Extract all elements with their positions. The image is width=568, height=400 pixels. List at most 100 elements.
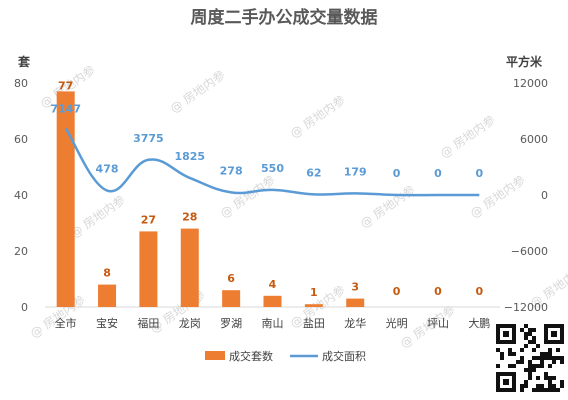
qr-module [548,348,552,352]
qr-module [512,352,516,356]
bar-labels: 77 8 27 28 6 4 1 3 0 0 0 [58,79,483,299]
left-axis-unit: 套 [17,54,31,69]
left-tick-label: 40 [14,189,28,202]
bar-value-label: 6 [227,272,235,285]
bar [56,91,75,308]
line-value-label: 179 [344,165,367,178]
qr-module [560,356,564,360]
left-tick-label: 20 [14,245,28,258]
qr-module [548,364,552,368]
qr-module [532,364,536,368]
qr-module [532,328,536,332]
qr-module [520,328,524,332]
qr-module [532,388,536,392]
qr-finder-dot [551,331,557,337]
qr-module [552,376,556,380]
qr-module [536,344,540,348]
qr-module [532,356,536,360]
watermark-text: @ 房地内参 [217,172,278,221]
qr-module [552,384,556,388]
line-value-label: 0 [393,167,401,180]
bar [346,298,365,307]
bar-value-label: 1 [310,286,318,299]
legend: 成交套数 成交面积 [205,349,366,363]
qr-module [528,368,532,372]
bars [56,91,365,308]
qr-module [496,348,500,352]
qr-module [540,360,544,364]
qr-module [560,384,564,388]
qr-module [544,356,548,360]
qr-module [536,376,540,380]
line-value-label: 550 [261,162,284,175]
qr-module [524,344,528,348]
qr-module [556,388,560,392]
line-value-label: 1825 [174,150,205,163]
qr-module [524,324,528,328]
qr-module [548,380,552,384]
qr-module [524,384,528,388]
chart-title: 周度二手办公成交量数据 [191,7,378,28]
line-value-label: 0 [475,167,483,180]
category-label: 龙华 [344,316,366,330]
qr-module [524,332,528,336]
qr-module [544,388,548,392]
right-tick-label: −6000 [511,245,548,258]
qr-module [524,380,528,384]
qr-module [540,364,544,368]
qr-module [548,352,552,356]
right-tick-label: 6000 [520,133,548,146]
watermark-text: @ 房地内参 [437,112,498,161]
left-axis-ticks: 0 20 40 60 80 [14,77,28,314]
left-tick-label: 60 [14,133,28,146]
qr-module [548,356,552,360]
bar [304,304,323,307]
qr-module [500,352,504,356]
bar-value-label: 0 [434,285,442,298]
qr-module [520,384,524,388]
bar [263,295,282,307]
qr-module [540,356,544,360]
qr-module [496,364,500,368]
qr-module [552,360,556,364]
line-value-label: 7147 [50,102,81,115]
qr-module [528,340,532,344]
bar-value-label: 28 [182,211,197,224]
bar [98,284,117,307]
category-label: 全市 [55,316,77,330]
qr-module [544,376,548,380]
bar-value-label: 27 [141,213,156,226]
qr-module [560,360,564,364]
qr-module [536,388,540,392]
category-label: 南山 [262,317,284,330]
qr-module [508,352,512,356]
watermark-text: @ 房地内参 [67,192,128,241]
qr-module [528,372,532,376]
qr-module [520,388,524,392]
bar-value-label: 77 [58,79,73,92]
watermark-text: @ 房地内参 [357,182,418,231]
qr-module [528,328,532,332]
qr-module [532,348,536,352]
category-label: 龙岗 [179,317,201,330]
area-line [64,127,480,197]
qr-module [516,360,520,364]
category-label: 福田 [137,316,159,330]
line-value-label: 3775 [133,132,164,145]
right-tick-label: −12000 [504,301,548,314]
right-tick-label: 12000 [513,77,548,90]
qr-module [548,388,552,392]
qr-module [532,368,536,372]
bar-value-label: 0 [475,285,483,298]
bar-value-label: 3 [351,281,359,294]
right-axis-ticks: −12000 −6000 0 6000 12000 [504,77,548,314]
qr-module [544,372,548,376]
bar [222,290,241,307]
qr-module [532,340,536,344]
qr-module [560,380,564,384]
qr-module [508,348,512,352]
line-labels: 7147 478 3775 1825 278 550 62 179 0 0 0 [50,102,483,180]
bar-value-label: 0 [393,285,401,298]
category-label: 光明 [386,316,408,330]
